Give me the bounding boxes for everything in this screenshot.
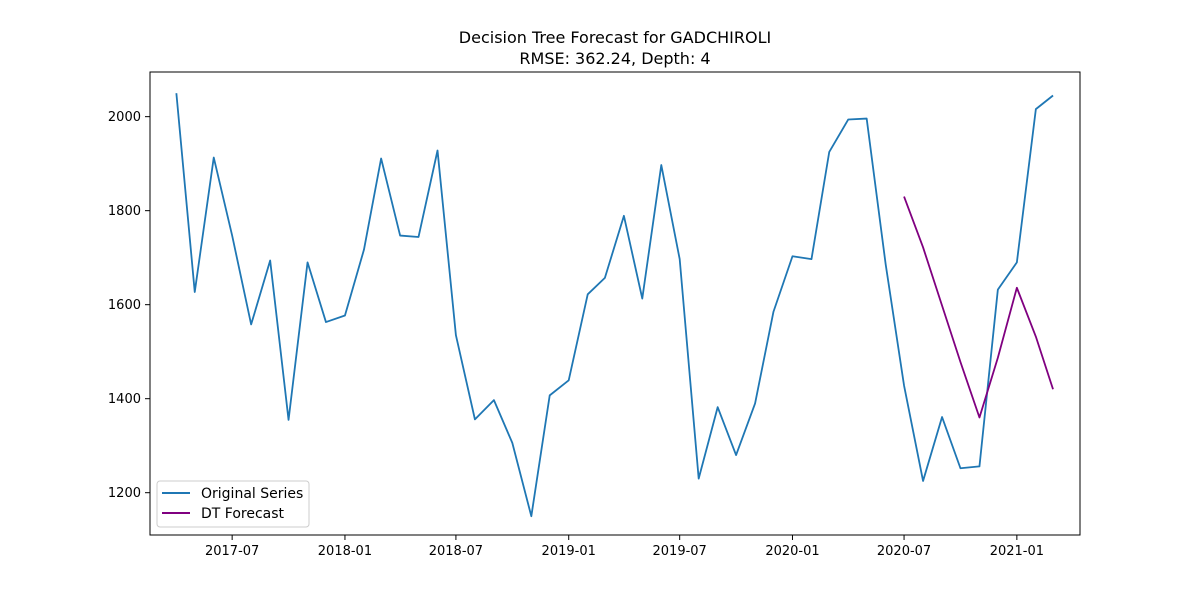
- x-tick-label: 2020-07: [877, 544, 931, 559]
- x-tick-label: 2021-01: [990, 544, 1044, 559]
- legend-box: [156, 480, 310, 528]
- x-tick-label: 2018-01: [318, 544, 372, 559]
- x-tick-label: 2018-07: [429, 544, 483, 559]
- y-tick-label: 1600: [108, 298, 141, 313]
- y-tick-label: 1400: [108, 392, 141, 407]
- axes-layer: 2017-07 2018-01 2018-07 2019-01 2019-07 2020-…: [108, 71, 1081, 559]
- x-tick-label: 2017-07: [205, 544, 259, 559]
- series-layer: [175, 93, 1054, 518]
- legend-label-dt-forecast: DT Forecast: [201, 506, 285, 522]
- series-line-dt-forecast: [903, 196, 1054, 419]
- legend: Original Series DT Forecast: [156, 480, 310, 528]
- x-tick-label: 2019-01: [542, 544, 596, 559]
- x-tick-label: 2020-01: [765, 544, 819, 559]
- y-tick-label: 1800: [108, 204, 141, 219]
- chart-subtitle: RMSE: 362.24, Depth: 4: [519, 49, 710, 68]
- legend-label-original-series: Original Series: [201, 486, 303, 502]
- series-line-original-series: [175, 93, 1054, 518]
- x-tick-label: 2019-07: [653, 544, 707, 559]
- y-tick-label: 1200: [108, 486, 141, 501]
- y-tick-label: 2000: [108, 110, 141, 125]
- chart-title: Decision Tree Forecast for GADCHIROLI: [459, 28, 771, 47]
- plot-frame: [149, 71, 1081, 536]
